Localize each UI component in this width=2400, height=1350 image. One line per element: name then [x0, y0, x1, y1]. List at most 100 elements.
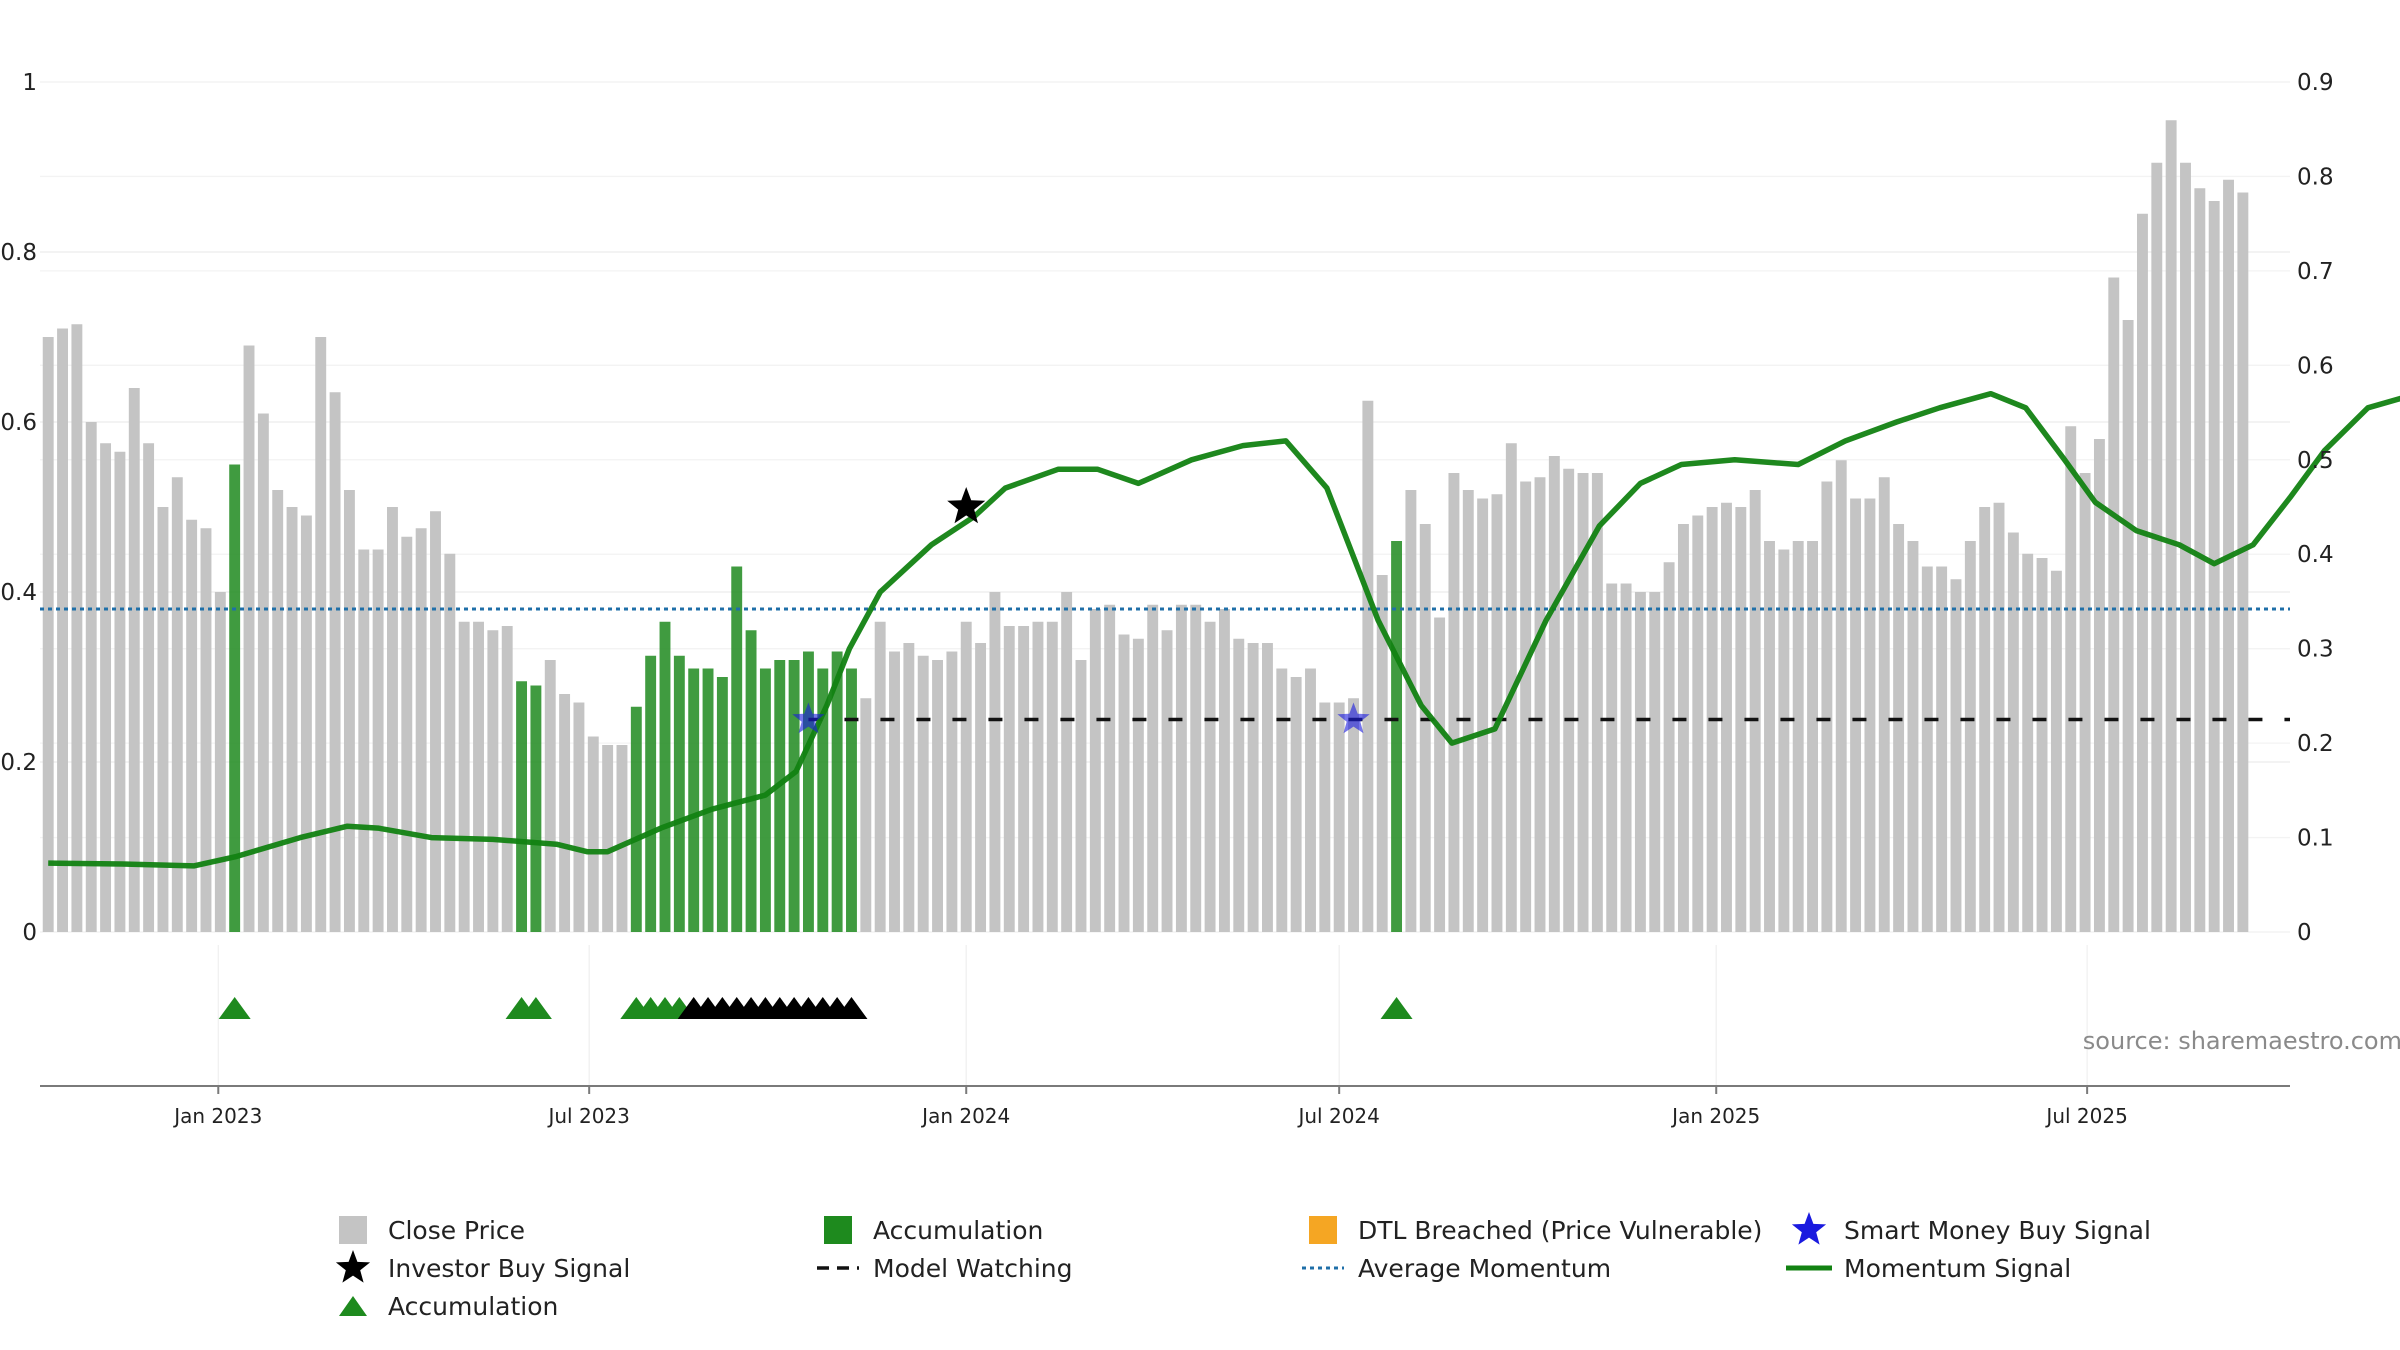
right-tick-label: 0 — [2297, 920, 2312, 946]
legend-label: Average Momentum — [1358, 1253, 1612, 1283]
legend-label: Momentum Signal — [1844, 1253, 2072, 1283]
accumulation-triangle — [1380, 997, 1413, 1019]
price-bar — [128, 388, 140, 932]
price-bar — [1778, 549, 1790, 932]
price-bar — [1147, 604, 1159, 932]
price-bar — [1448, 473, 1460, 932]
price-bar — [358, 549, 370, 932]
left-tick-label: 0.8 — [0, 240, 37, 266]
accumulation-bar — [673, 655, 685, 932]
accumulation-bar — [688, 668, 700, 932]
price-bar — [1061, 592, 1073, 932]
price-bar — [1634, 592, 1646, 932]
legend-item-investor-buy: Investor Buy Signal — [330, 1250, 630, 1286]
price-bar — [1893, 524, 1905, 932]
price-bar — [415, 528, 427, 932]
x-tick-label: Jul 2025 — [2044, 1104, 2127, 1128]
legend-item-average-momentum: Average Momentum — [1300, 1250, 1611, 1286]
price-bar — [960, 621, 972, 932]
price-bar — [401, 536, 413, 932]
price-bar — [1878, 477, 1890, 932]
price-bar — [1405, 490, 1417, 932]
price-bar — [1290, 677, 1302, 932]
left-tick-label: 0.6 — [0, 410, 37, 436]
price-bar — [1792, 541, 1804, 932]
price-bar — [487, 630, 499, 932]
accumulation-bar — [774, 660, 786, 932]
right-tick-label: 0.5 — [2297, 448, 2334, 474]
accumulation-bar — [759, 668, 771, 932]
right-tick-label: 0.9 — [2297, 70, 2334, 96]
price-bar — [1721, 502, 1732, 932]
price-bar — [1104, 604, 1116, 932]
price-bar — [100, 443, 112, 932]
x-tick-label: Jul 2023 — [546, 1104, 629, 1128]
price-bar — [559, 694, 571, 932]
price-bar — [1032, 621, 1044, 932]
price-bar — [989, 592, 1001, 932]
accumulation-bar — [516, 681, 528, 932]
left-tick-label: 0 — [22, 920, 37, 946]
price-bar — [300, 515, 312, 932]
right-tick-label: 0.1 — [2297, 826, 2334, 852]
price-bar — [1276, 668, 1288, 932]
price-bar — [1950, 579, 1962, 932]
price-bar — [1835, 460, 1847, 932]
price-bar — [1864, 498, 1876, 932]
price-bar — [1491, 494, 1503, 932]
price-bar — [1921, 566, 1933, 932]
price-bar — [1161, 630, 1173, 932]
smart-money-buy-star — [792, 702, 825, 734]
green-triangle-icon — [330, 1288, 376, 1324]
price-bar — [1132, 638, 1144, 932]
legend-label: Accumulation — [388, 1291, 559, 1321]
price-bar — [1993, 502, 2005, 932]
price-bar — [42, 337, 54, 932]
price-bar — [2122, 320, 2134, 932]
price-bar — [1979, 507, 1991, 932]
accumulation-triangle — [519, 997, 552, 1019]
price-bar — [1563, 468, 1575, 932]
momentum-layer — [40, 390, 2400, 869]
price-bar — [57, 328, 68, 932]
black-star-icon — [330, 1250, 376, 1286]
right-tick-label: 0.2 — [2297, 731, 2334, 757]
price-bar — [1175, 604, 1187, 932]
price-bar — [1677, 524, 1689, 932]
x-tick-label: Jan 2023 — [172, 1104, 262, 1128]
accumulation-bar — [659, 621, 671, 932]
accumulation-bar — [702, 668, 714, 932]
legend-label: Investor Buy Signal — [388, 1253, 631, 1283]
legend-item-dtl-breached: DTL Breached (Price Vulnerable) — [1300, 1212, 1762, 1248]
price-bar — [1692, 515, 1704, 932]
price-bar — [975, 643, 987, 932]
price-bar — [286, 507, 298, 932]
price-bar — [372, 549, 384, 932]
price-bar — [430, 511, 441, 932]
price-bar — [85, 422, 97, 932]
accumulation-bar — [229, 464, 241, 932]
x-tick-label: Jan 2025 — [1670, 1104, 1760, 1128]
price-bar — [1821, 481, 1833, 932]
price-bar — [1247, 643, 1259, 932]
price-bar — [257, 413, 269, 932]
legend-item-accumulation: Accumulation — [815, 1212, 1043, 1248]
accumulation-bar — [731, 566, 743, 932]
price-bar — [874, 621, 886, 932]
price-bar — [544, 660, 556, 932]
price-bar — [1936, 566, 1948, 932]
price-bar — [2022, 553, 2034, 932]
price-bar — [157, 507, 169, 932]
momentum-signal-line — [48, 390, 2400, 869]
price-bar — [1089, 609, 1101, 932]
price-bar — [329, 392, 341, 932]
price-bar — [903, 643, 915, 932]
legend-item-model-watching: Model Watching — [815, 1250, 1073, 1286]
price-bar — [2065, 426, 2077, 932]
legend: Close Price Accumulation DTL Breached (P… — [330, 1212, 2230, 1332]
orange-square-icon — [1300, 1212, 1346, 1248]
price-bar — [171, 477, 183, 932]
legend-item-accumulation-triangle: Accumulation — [330, 1288, 558, 1324]
accumulation-bar — [788, 660, 800, 932]
price-bar — [1233, 638, 1245, 932]
